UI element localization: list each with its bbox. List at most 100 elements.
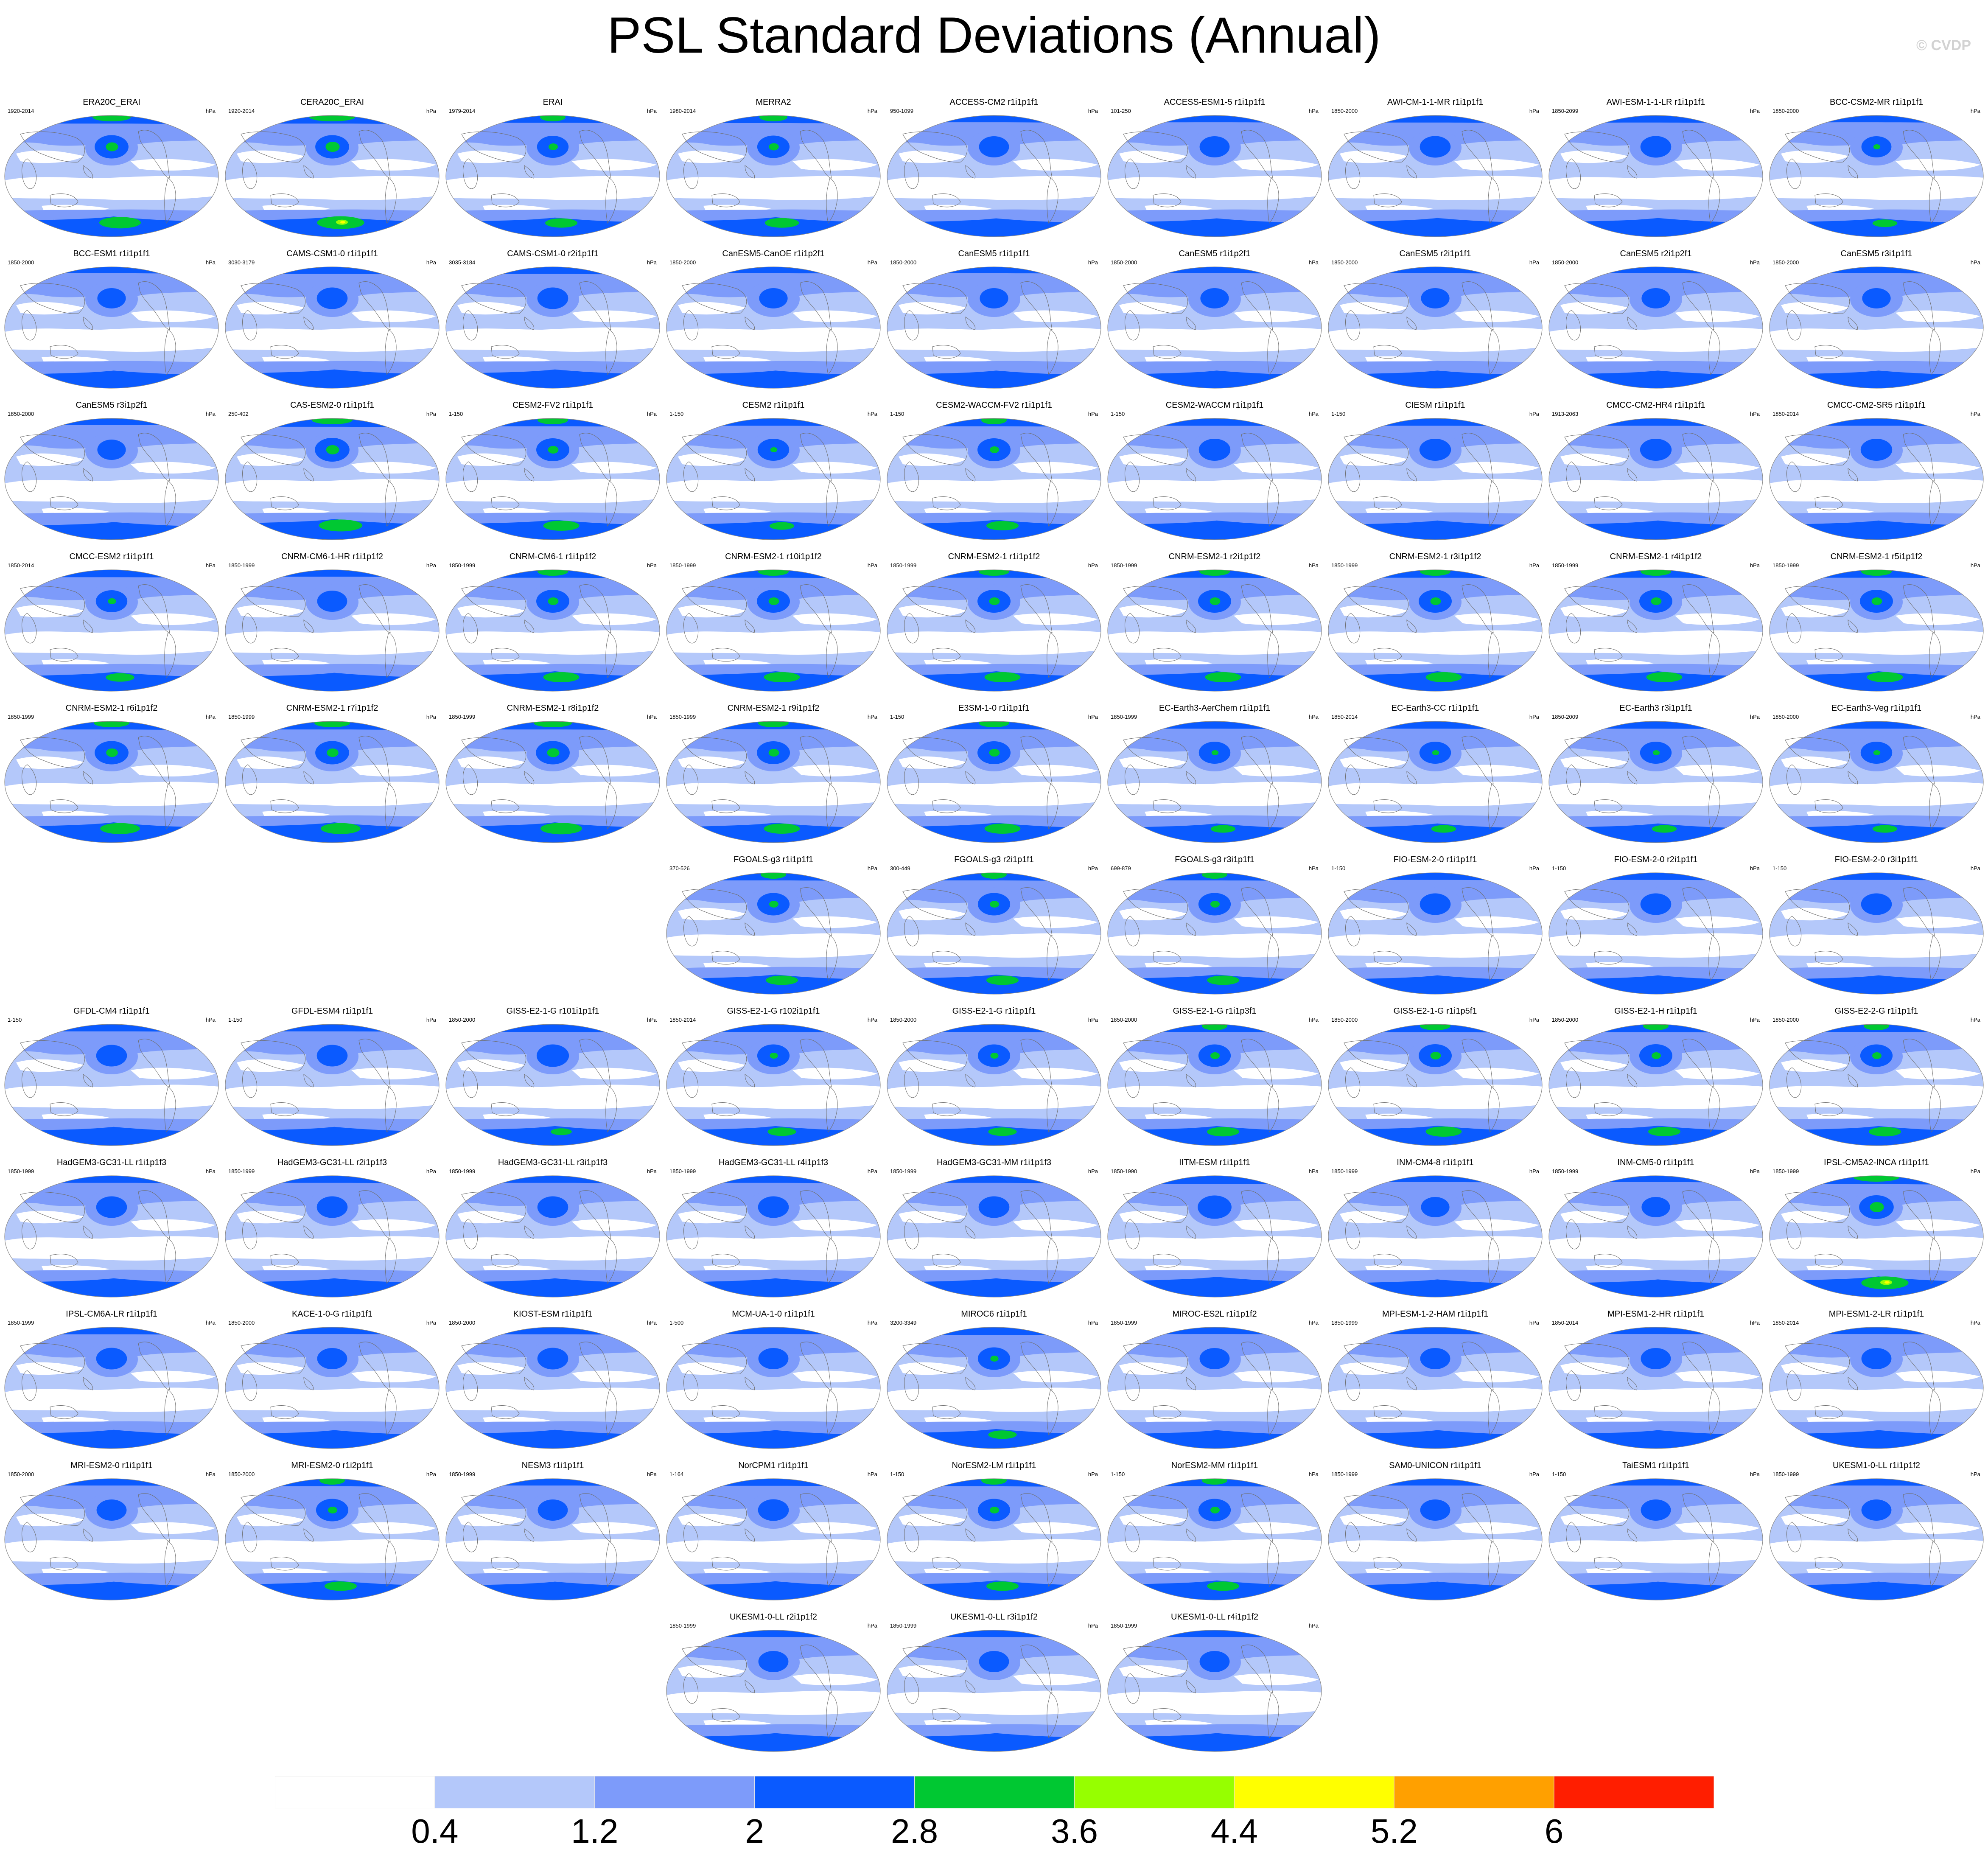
panel-years: 1850-2099 xyxy=(1552,108,1579,114)
panel-units: hPa xyxy=(867,1471,877,1477)
colorbar-swatch xyxy=(1234,1776,1394,1808)
panel-title: CMCC-CM2-SR5 r1i1p1f1 xyxy=(1827,401,1926,410)
map-panel: TaiESM1 r1i1p1f1 1-150 hPa xyxy=(1548,1460,1764,1601)
map-panel: EC-Earth3-Veg r1i1p1f1 1850-2000 hPa xyxy=(1768,703,1985,844)
panel-years: 1920-2014 xyxy=(8,108,34,114)
panel-years: 1-150 xyxy=(1331,865,1346,872)
map-panel: UKESM1-0-LL r2i1p1f2 1850-1999 hPa xyxy=(665,1611,882,1752)
panel-title: ERAI xyxy=(543,98,563,107)
colorbar-tick-label: 1.2 xyxy=(571,1812,619,1850)
colorbar-tick-label: 0.4 xyxy=(411,1812,459,1850)
map-panel: HadGEM3-GC31-LL r4i1p1f3 1850-1999 hPa xyxy=(665,1157,882,1298)
map-panel: CNRM-CM6-1-HR r1i1p1f2 1850-1999 hPa xyxy=(224,551,440,692)
panel-years: 1850-2000 xyxy=(1552,1017,1579,1023)
panel-years: 1850-2000 xyxy=(228,1320,255,1326)
panel-years: 1850-1999 xyxy=(1331,562,1358,569)
panel-title: IPSL-CM5A2-INCA r1i1p1f1 xyxy=(1824,1158,1929,1167)
panel-title: E3SM-1-0 r1i1p1f1 xyxy=(958,703,1030,713)
panel-title: CMCC-CM2-HR4 r1i1p1f1 xyxy=(1606,401,1705,410)
panel-years: 1850-1999 xyxy=(890,562,917,569)
map-panel: EC-Earth3-AerChem r1i1p1f1 1850-1999 hPa xyxy=(1106,703,1323,844)
panel-years: 3030-3179 xyxy=(228,259,255,266)
panel-units: hPa xyxy=(1750,1471,1760,1477)
panel-title: MRI-ESM2-0 r1i1p1f1 xyxy=(70,1461,153,1470)
map-plot xyxy=(666,569,881,692)
map-panel: UKESM1-0-LL r1i1p1f2 1850-1999 hPa xyxy=(1768,1460,1985,1601)
map-plot xyxy=(666,115,881,237)
map-plot xyxy=(1769,418,1984,540)
panel-units: hPa xyxy=(1529,562,1539,569)
panel-years: 1980-2014 xyxy=(669,108,696,114)
panel-years: 1850-1999 xyxy=(8,1168,34,1174)
map-plot xyxy=(445,721,660,843)
map-panel: AWI-CM-1-1-MR r1i1p1f1 1850-2000 hPa xyxy=(1327,97,1543,238)
panel-title: INM-CM5-0 r1i1p1f1 xyxy=(1617,1158,1694,1167)
panel-title: CESM2-WACCM r1i1p1f1 xyxy=(1165,401,1264,410)
map-plot xyxy=(4,1478,219,1600)
map-panel: FIO-ESM-2-0 r1i1p1f1 1-150 hPa xyxy=(1327,854,1543,995)
map-panel: FGOALS-g3 r2i1p1f1 300-449 hPa xyxy=(886,854,1102,995)
map-panel: CESM2 r1i1p1f1 1-150 hPa xyxy=(665,400,882,541)
map-panel: GISS-E2-1-G r1i1p1f1 1850-2000 hPa xyxy=(886,1006,1102,1146)
colorbar-tick-label: 3.6 xyxy=(1050,1812,1098,1850)
panel-years: 1850-1990 xyxy=(1111,1168,1137,1174)
panel-units: hPa xyxy=(1970,108,1980,114)
panel-years: 300-449 xyxy=(890,865,910,872)
map-panel: MPI-ESM1-2-LR r1i1p1f1 1850-2014 hPa xyxy=(1768,1309,1985,1449)
panel-years: 1850-2000 xyxy=(8,259,34,266)
panel-units: hPa xyxy=(1750,562,1760,569)
panel-units: hPa xyxy=(1308,1017,1319,1023)
panel-years: 1850-2000 xyxy=(1331,1017,1358,1023)
map-panel: CNRM-ESM2-1 r2i1p1f2 1850-1999 hPa xyxy=(1106,551,1323,692)
panel-title: HadGEM3-GC31-LL r3i1p1f3 xyxy=(498,1158,608,1167)
map-plot xyxy=(887,115,1101,237)
panel-title: CAS-ESM2-0 r1i1p1f1 xyxy=(290,401,374,410)
panel-years: 1850-2000 xyxy=(1111,259,1137,266)
panel-units: hPa xyxy=(426,1320,436,1326)
panel-years: 1850-1999 xyxy=(669,1623,696,1629)
panel-years: 1850-1999 xyxy=(1331,1168,1358,1174)
panel-units: hPa xyxy=(647,714,657,720)
map-plot xyxy=(666,418,881,540)
panel-title: ERA20C_ERAI xyxy=(83,98,140,107)
panel-title: NorESM2-LM r1i1p1f1 xyxy=(952,1461,1036,1470)
panel-years: 1-150 xyxy=(1552,1471,1566,1477)
panel-years: 1-150 xyxy=(1111,411,1125,417)
map-panel: CAMS-CSM1-0 r1i1p1f1 3030-3179 hPa xyxy=(224,248,440,389)
colorbar-swatch xyxy=(1394,1776,1554,1808)
panel-years: 1850-2014 xyxy=(1552,1320,1579,1326)
panel-title: CanESM5 r1i1p2f1 xyxy=(1179,249,1251,258)
map-panel: FGOALS-g3 r1i1p1f1 370-526 hPa xyxy=(665,854,882,995)
panel-years: 1850-1999 xyxy=(1552,1168,1579,1174)
panel-title: CanESM5 r3i1p2f1 xyxy=(76,401,148,410)
panel-units: hPa xyxy=(426,1471,436,1477)
panel-units: hPa xyxy=(647,1168,657,1174)
map-panel: CNRM-CM6-1 r1i1p1f2 1850-1999 hPa xyxy=(445,551,661,692)
panel-units: hPa xyxy=(1529,108,1539,114)
map-panel: CNRM-ESM2-1 r3i1p1f2 1850-1999 hPa xyxy=(1327,551,1543,692)
panel-title: CNRM-ESM2-1 r5i1p1f2 xyxy=(1830,552,1923,561)
panel-units: hPa xyxy=(647,562,657,569)
panel-title: CESM2-WACCM-FV2 r1i1p1f1 xyxy=(936,401,1052,410)
panel-units: hPa xyxy=(1970,1017,1980,1023)
panel-years: 1850-2000 xyxy=(1772,1017,1799,1023)
panel-years: 1850-1999 xyxy=(890,1168,917,1174)
map-panel: CNRM-ESM2-1 r10i1p1f2 1850-1999 hPa xyxy=(665,551,882,692)
map-panel: HadGEM3-GC31-LL r3i1p1f3 1850-1999 hPa xyxy=(445,1157,661,1298)
map-panel: GISS-E2-1-G r101i1p1f1 1850-2000 hPa xyxy=(445,1006,661,1146)
panel-units: hPa xyxy=(1750,1017,1760,1023)
panel-units: hPa xyxy=(1529,1168,1539,1174)
map-plot xyxy=(445,115,660,237)
panel-title: FIO-ESM-2-0 r1i1p1f1 xyxy=(1393,855,1477,864)
panel-title: MRI-ESM2-0 r1i2p1f1 xyxy=(291,1461,373,1470)
map-plot xyxy=(1548,569,1763,692)
map-panel: FGOALS-g3 r3i1p1f1 699-879 hPa xyxy=(1106,854,1323,995)
map-plot xyxy=(445,1327,660,1449)
panel-units: hPa xyxy=(1970,1471,1980,1477)
panel-title: GISS-E2-1-G r1i1p1f1 xyxy=(952,1006,1036,1016)
panel-title: CAMS-CSM1-0 r1i1p1f1 xyxy=(286,249,378,258)
panel-years: 1979-2014 xyxy=(449,108,476,114)
panel-units: hPa xyxy=(426,259,436,266)
map-plot xyxy=(1107,569,1322,692)
panel-units: hPa xyxy=(426,714,436,720)
